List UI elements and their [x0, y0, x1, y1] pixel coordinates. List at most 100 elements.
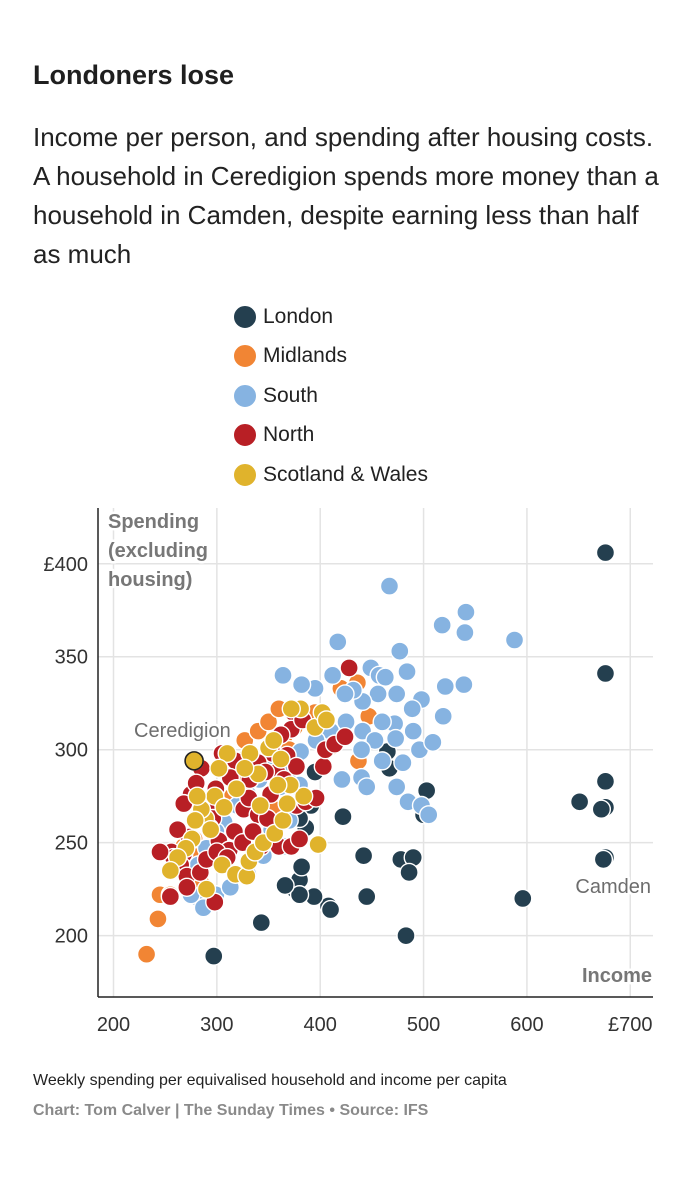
data-point — [335, 726, 355, 747]
x-tick-label: 500 — [407, 1014, 440, 1036]
data-point — [433, 706, 453, 726]
x-tick-label: £700 — [608, 1014, 653, 1036]
x-axis-title: Income — [582, 965, 652, 987]
data-point — [357, 777, 377, 797]
data-point — [308, 834, 328, 855]
data-point — [372, 751, 392, 771]
data-point — [187, 786, 207, 806]
axis-labels: Spending (excluding housing) Income Ceredigi… — [106, 509, 655, 990]
data-point — [277, 793, 297, 814]
x-tick-label: 200 — [97, 1014, 130, 1036]
y-tick-label: 300 — [55, 740, 88, 762]
y-tick-label: 200 — [55, 926, 88, 948]
data-point — [214, 797, 234, 818]
data-point — [313, 756, 334, 777]
data-point — [504, 630, 525, 650]
data-point — [263, 730, 284, 751]
x-tick-label: 300 — [200, 1014, 233, 1036]
data-point — [593, 849, 614, 870]
data-point — [375, 667, 396, 687]
data-point — [368, 684, 388, 704]
data-point — [591, 799, 612, 819]
annotation-camden: Camden — [575, 876, 651, 898]
data-point — [204, 946, 224, 966]
data-point — [403, 721, 423, 741]
series-london — [204, 542, 616, 966]
data-point — [454, 674, 474, 695]
data-point — [333, 806, 353, 827]
data-point — [291, 674, 312, 695]
data-point — [185, 810, 205, 831]
data-point — [258, 712, 279, 732]
data-point — [386, 777, 407, 797]
data-point — [271, 749, 291, 769]
data-point — [335, 684, 355, 704]
series-scotland-and-wales — [160, 699, 337, 899]
data-point — [385, 728, 406, 749]
data-point — [235, 758, 255, 779]
data-point — [217, 743, 237, 764]
data-points — [136, 542, 616, 966]
y-tick-label: £400 — [44, 554, 89, 576]
legend-label: North — [263, 423, 315, 447]
data-point — [339, 658, 359, 678]
data-point — [251, 912, 271, 933]
data-point — [196, 879, 217, 899]
x-tick-label: 400 — [304, 1014, 337, 1036]
data-point — [148, 909, 168, 929]
y-axis-title: housing) — [108, 569, 192, 591]
legend-item-scotland-and-wales: Scotland & Wales — [233, 455, 428, 495]
scatter-chart: 200 300 400 500 600 £700 200 250 300 350 £400 Spen… — [44, 508, 655, 1036]
data-point — [273, 810, 293, 831]
data-point — [320, 899, 341, 920]
data-point — [293, 786, 314, 806]
y-tick-label: 350 — [55, 647, 88, 669]
x-tick-label: 600 — [510, 1014, 543, 1036]
legend-swatch — [233, 462, 257, 487]
highlight-point-ceredigion — [184, 751, 204, 771]
data-point — [212, 855, 232, 875]
y-axis-title: (excluding — [108, 540, 208, 562]
data-point — [291, 857, 312, 877]
legend-swatch — [233, 423, 257, 448]
data-point — [569, 792, 590, 812]
data-point — [372, 712, 392, 732]
data-point — [419, 805, 439, 825]
chart-footnote: Weekly spending per equivalised househol… — [33, 1072, 507, 1089]
data-point — [160, 886, 181, 907]
data-point — [513, 888, 533, 909]
data-point — [379, 576, 400, 596]
data-point — [275, 875, 295, 896]
legend-swatch — [233, 383, 257, 408]
annotation-ceredigion: Ceredigion — [134, 720, 231, 742]
legend-item-london: London — [233, 297, 428, 337]
legend-item-south: South — [233, 376, 428, 416]
data-point — [456, 602, 476, 622]
legend-label: London — [263, 304, 334, 328]
data-point — [396, 925, 416, 946]
data-point — [399, 862, 419, 883]
data-point — [200, 819, 221, 840]
legend-label: South — [263, 383, 318, 407]
data-point — [136, 944, 157, 964]
data-point — [595, 663, 616, 684]
data-point — [316, 710, 337, 730]
data-point — [209, 758, 229, 779]
data-point — [365, 730, 385, 751]
data-point — [423, 732, 443, 752]
data-point — [273, 665, 293, 686]
data-point — [390, 641, 410, 661]
data-point — [393, 753, 413, 773]
legend-label: Midlands — [263, 344, 348, 368]
data-point — [289, 829, 310, 849]
data-point — [167, 819, 188, 840]
data-point — [402, 699, 422, 719]
data-point — [268, 775, 288, 795]
data-point — [289, 885, 310, 905]
data-point — [595, 771, 616, 792]
data-point — [332, 769, 352, 790]
legend-label: Scotland & Wales — [263, 462, 428, 486]
data-point — [150, 842, 170, 862]
axes: 200 300 400 500 600 £700 200 250 300 350 £400 — [44, 508, 653, 1036]
data-point — [455, 622, 475, 643]
